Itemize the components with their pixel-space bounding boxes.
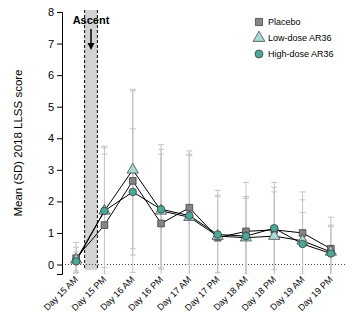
y-tick-label: 0 [48,259,54,271]
marker [327,250,335,258]
error-bar [243,198,249,274]
y-tick-mark [57,170,62,171]
error-bars [73,91,334,274]
marker [299,240,307,248]
y-tick-mark [57,138,62,139]
error-bar [101,154,107,268]
y-axis-title: Mean (SD) 2018 LLSS score [12,69,24,216]
y-axis: 0 1 2 3 4 5 6 7 8 [48,6,63,274]
marker [214,231,222,239]
marker [184,211,195,221]
y-tick: 1 [48,227,62,239]
y-tick-label: 2 [48,195,54,207]
y-tick-mark [57,75,62,76]
x-tick: Day 19 PM [296,274,335,313]
error-bar [271,187,277,269]
plot-area [71,89,337,274]
ascent-band [85,10,98,270]
y-tick-label: 1 [48,227,54,239]
error-bar [186,156,192,274]
y-tick-label: 5 [48,101,54,113]
error-bars [73,89,334,274]
error-bar [158,145,164,274]
marker [240,231,251,241]
marker [129,188,137,196]
marker [101,207,109,215]
series-line [76,181,331,258]
marker [186,212,194,220]
y-tick-mark [57,107,62,108]
y-tick: 8 [48,6,62,18]
error-bar [101,148,107,274]
marker [155,204,166,214]
y-tick-mark [57,265,62,266]
marker [158,220,165,227]
y-tick: 5 [48,101,62,113]
error-bar [186,154,192,274]
y-tick: 4 [48,132,62,144]
error-bar [73,242,79,274]
y-tick: 3 [48,164,62,176]
error-bars [73,129,334,274]
y-tick: 6 [48,69,62,81]
legend-symbol [255,50,263,58]
legend-symbol [255,18,262,25]
marker [99,204,110,214]
y-axis-line [57,13,63,275]
error-bar [215,197,221,273]
series-line [76,170,331,260]
marker [212,230,223,240]
y-tick-label: 4 [48,132,54,144]
ascent-arrow-head [88,43,95,50]
marker [270,224,278,232]
ascent-arrow [90,29,92,45]
error-bar [215,190,221,274]
marker [72,258,80,266]
error-bar [243,182,249,274]
error-bar [73,247,79,272]
marker [101,222,108,229]
y-tick-mark [57,233,62,234]
y-tick-label: 7 [48,38,54,50]
error-bar [215,195,221,274]
error-bar [158,149,164,269]
error-bar [300,212,306,274]
y-tick-label: 8 [48,6,54,18]
y-tick-label: 3 [48,164,54,176]
error-bar [271,182,277,274]
marker [127,163,138,173]
y-tick-label: 6 [48,69,54,81]
y-tick-mark [57,44,62,45]
marker [129,178,136,185]
x-axis: Day 15 AMDay 15 PMDay 16 AMDay 16 PMDay … [42,274,335,313]
ascent-band-edge [84,10,85,270]
y-tick: 0 [48,259,62,271]
error-bar [243,197,249,274]
x-tick-label: Day 19 PM [296,274,335,313]
legend-label: Placebo [268,17,301,27]
error-bar [130,129,136,255]
y-tick-mark [57,201,62,202]
ascent-band-edge [97,10,98,270]
legend-label: Low-dose AR36 [268,33,332,43]
y-tick: 7 [48,38,62,50]
y-tick: 2 [48,195,62,207]
error-bar [101,146,107,274]
y-tick-mark [57,12,62,13]
legend-label: High-dose AR36 [268,49,334,59]
legend: Placebo Low-dose AR36 High-dose AR36 [253,17,333,59]
error-bar [130,89,136,272]
legend-symbol [253,31,265,41]
marker [157,206,165,214]
series-line [76,192,331,261]
annotation: Ascent [73,14,110,26]
marker [242,232,250,240]
